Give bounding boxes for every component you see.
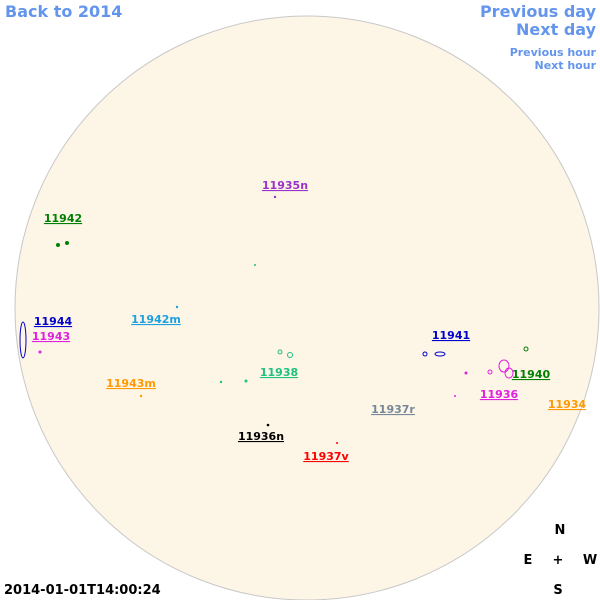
compass-west: W [583, 553, 597, 568]
region-label[interactable]: 11934 [548, 398, 587, 411]
compass-center: + [553, 553, 564, 568]
spot [175, 305, 179, 309]
region-label[interactable]: 11936n [238, 430, 284, 443]
region-label[interactable]: 11942m [131, 313, 181, 326]
spot [523, 346, 529, 352]
spot [244, 379, 248, 383]
spot [464, 371, 468, 375]
region-label[interactable]: 11937v [303, 450, 349, 463]
region-label[interactable]: 11935n [262, 179, 308, 192]
spot [254, 264, 256, 266]
next-hour-link[interactable]: Next hour [535, 59, 597, 72]
spot [454, 395, 456, 397]
spot [422, 351, 428, 357]
region-label[interactable]: 11943 [32, 330, 70, 343]
spot [38, 350, 42, 354]
compass-south: S [553, 583, 562, 598]
compass-north: N [555, 523, 566, 538]
spots [19, 195, 529, 444]
spot [277, 349, 283, 355]
spot [56, 243, 60, 247]
spot [498, 359, 510, 373]
spot [487, 369, 493, 375]
spot [266, 423, 270, 427]
spot [65, 241, 69, 245]
spot [287, 352, 293, 358]
region-label[interactable]: 11937r [371, 403, 415, 416]
spot [219, 380, 223, 384]
region-label[interactable]: 11942 [44, 212, 82, 225]
spot [19, 321, 27, 359]
timestamp: 2014-01-01T14:00:24 [4, 583, 161, 598]
region-label[interactable]: 11943m [106, 377, 156, 390]
spot [273, 195, 277, 199]
region-label[interactable]: 11941 [432, 329, 470, 342]
region-label[interactable]: 11938 [260, 366, 298, 379]
compass-east: E [524, 553, 533, 568]
solar-disk [14, 15, 600, 600]
back-link[interactable]: Back to 2014 [5, 2, 122, 21]
spot [336, 442, 338, 444]
next-day-link[interactable]: Next day [516, 20, 597, 39]
spot [504, 367, 514, 379]
region-label[interactable]: 11944 [34, 315, 73, 328]
previous-day-link[interactable]: Previous day [480, 2, 597, 21]
spot [139, 394, 143, 398]
previous-hour-link[interactable]: Previous hour [510, 46, 597, 59]
region-label[interactable]: 11936 [480, 388, 519, 401]
region-label[interactable]: 11940 [512, 368, 551, 381]
spot [434, 351, 446, 357]
